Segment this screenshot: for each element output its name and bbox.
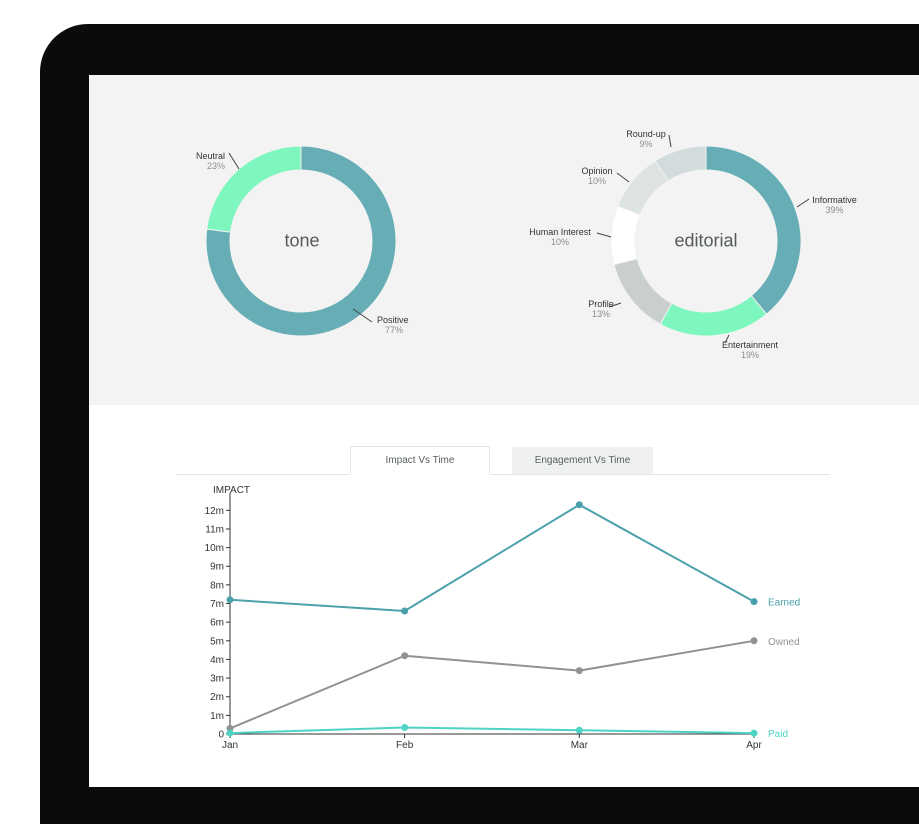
series-line-paid: [229, 726, 755, 735]
data-point-earned[interactable]: [750, 598, 758, 606]
editorial-label-opinion: Opinion 10%: [581, 166, 613, 186]
tone-label-positive: Positive 77%: [377, 315, 409, 335]
x-tick-label: Apr: [746, 740, 762, 751]
tone-center-label: tone: [284, 230, 320, 251]
series-line-owned: [229, 639, 755, 730]
y-tick-label: 7m: [210, 599, 224, 610]
tone-label-neutral: Neutral 23%: [195, 151, 225, 171]
y-tick-label: 10m: [205, 543, 224, 554]
editorial-label-round-up: Round-up 9%: [626, 129, 666, 149]
data-point-paid[interactable]: [226, 729, 234, 737]
editorial-leader-line: [616, 172, 630, 183]
editorial-slice-round-up[interactable]: [654, 145, 707, 182]
x-tick-label: Mar: [571, 740, 589, 751]
tone-slice-positive[interactable]: [205, 145, 397, 337]
y-tick-label: 12m: [205, 506, 224, 517]
series-label-paid: Paid: [768, 729, 788, 740]
x-tick-label: Feb: [396, 740, 414, 751]
y-tick-label: 9m: [210, 562, 224, 573]
data-point-paid[interactable]: [750, 729, 758, 737]
y-tick-label: 3m: [210, 674, 224, 685]
impact-line-chart: IMPACT 0 1m 2m 3m 4m 5m 6m 7m 8m 9m 10m 11m 12m Jan Feb…: [205, 485, 801, 751]
data-point-paid[interactable]: [401, 723, 409, 731]
y-axis-title: IMPACT: [213, 485, 250, 496]
editorial-label-entertainment: Entertainment 19%: [721, 340, 779, 360]
series-line-earned: [229, 503, 755, 612]
editorial-leader-line: [668, 134, 672, 148]
editorial-leader-line: [608, 302, 622, 308]
editorial-leader-line: [596, 232, 612, 238]
data-point-owned[interactable]: [401, 652, 409, 660]
editorial-leader-line: [724, 334, 730, 344]
tab-impact-vs-time[interactable]: Impact Vs Time: [350, 446, 490, 475]
y-tick-label: 11m: [205, 524, 224, 535]
series-label-earned: Earned: [768, 598, 800, 609]
dashboard-screen: tone editorial Positive 77% Neutral 23% …: [89, 75, 919, 787]
y-tick-label: 8m: [210, 580, 224, 591]
editorial-label-human-interest: Human Interest 10%: [529, 227, 591, 247]
tone-slice-neutral[interactable]: [206, 145, 302, 233]
data-point-owned[interactable]: [575, 667, 583, 675]
y-tick-label: 6m: [210, 618, 224, 629]
tab-engagement-vs-time[interactable]: Engagement Vs Time: [512, 447, 653, 474]
tone-leader-line: [228, 152, 240, 170]
y-tick-label: 4m: [210, 655, 224, 666]
editorial-label-informative: Informative 39%: [812, 195, 857, 215]
data-point-owned[interactable]: [750, 637, 758, 645]
y-tick-label: 0: [218, 730, 224, 741]
y-tick-label: 5m: [210, 636, 224, 647]
y-tick-label: 1m: [210, 711, 224, 722]
donut-charts: [205, 134, 810, 344]
editorial-label-profile: Profile 13%: [588, 299, 614, 319]
x-tick-label: Jan: [222, 740, 238, 751]
tone-leader-line: [352, 308, 373, 323]
data-point-earned[interactable]: [226, 596, 234, 604]
data-point-paid[interactable]: [575, 726, 583, 734]
donut-panel: tone editorial Positive 77% Neutral 23% …: [89, 75, 919, 405]
series-label-owned: Owned: [768, 637, 800, 648]
editorial-center-label: editorial: [674, 230, 738, 251]
data-point-earned[interactable]: [401, 607, 409, 615]
chart-tabs: Impact Vs Time Engagement Vs Time: [176, 446, 830, 475]
y-tick-label: 2m: [210, 692, 224, 703]
data-point-earned[interactable]: [575, 501, 583, 509]
editorial-leader-line: [796, 198, 810, 208]
